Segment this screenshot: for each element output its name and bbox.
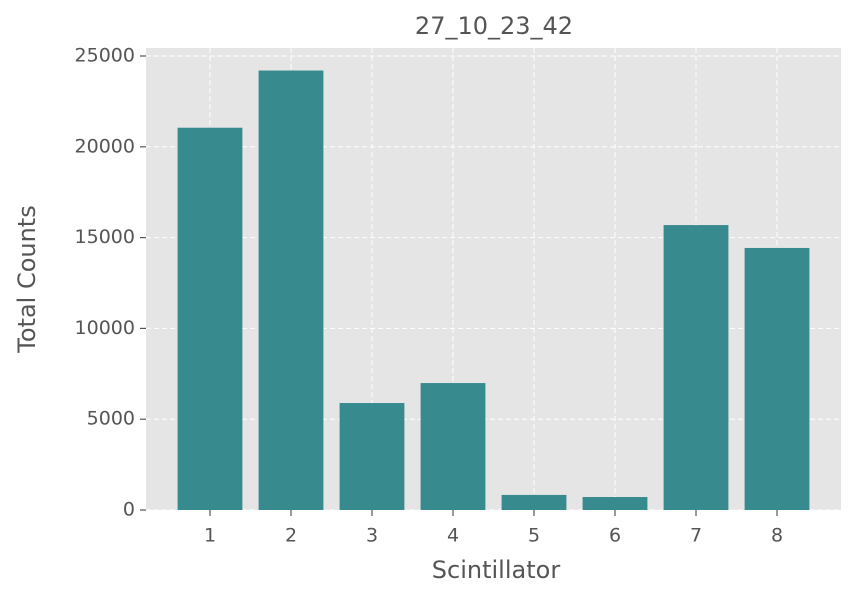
chart-title: 27_10_23_42	[415, 12, 573, 40]
x-tick-label: 8	[771, 525, 783, 547]
bar	[339, 403, 405, 510]
x-tick-label: 7	[690, 525, 702, 547]
x-tick-label: 5	[528, 525, 540, 547]
y-tick-label: 10000	[75, 317, 135, 339]
bar	[663, 225, 729, 511]
bar	[582, 497, 648, 510]
bar	[420, 383, 486, 510]
bar	[744, 247, 810, 511]
y-tick-label: 15000	[75, 226, 135, 248]
x-tick-label: 1	[204, 525, 216, 547]
y-tick-label: 5000	[87, 408, 135, 430]
y-tick-label: 25000	[75, 44, 135, 66]
y-axis-label: Total Counts	[13, 205, 41, 353]
x-tick-label: 6	[609, 525, 621, 547]
x-tick-label: 3	[366, 525, 378, 547]
y-tick-label: 0	[123, 499, 135, 521]
bar	[501, 494, 567, 510]
x-tick-label: 4	[447, 525, 459, 547]
x-tick-label: 2	[285, 525, 297, 547]
bar	[177, 127, 243, 510]
y-tick-label: 20000	[75, 135, 135, 157]
x-axis-label: Scintillator	[432, 556, 561, 584]
bar	[258, 70, 324, 511]
plot-area	[146, 48, 841, 510]
